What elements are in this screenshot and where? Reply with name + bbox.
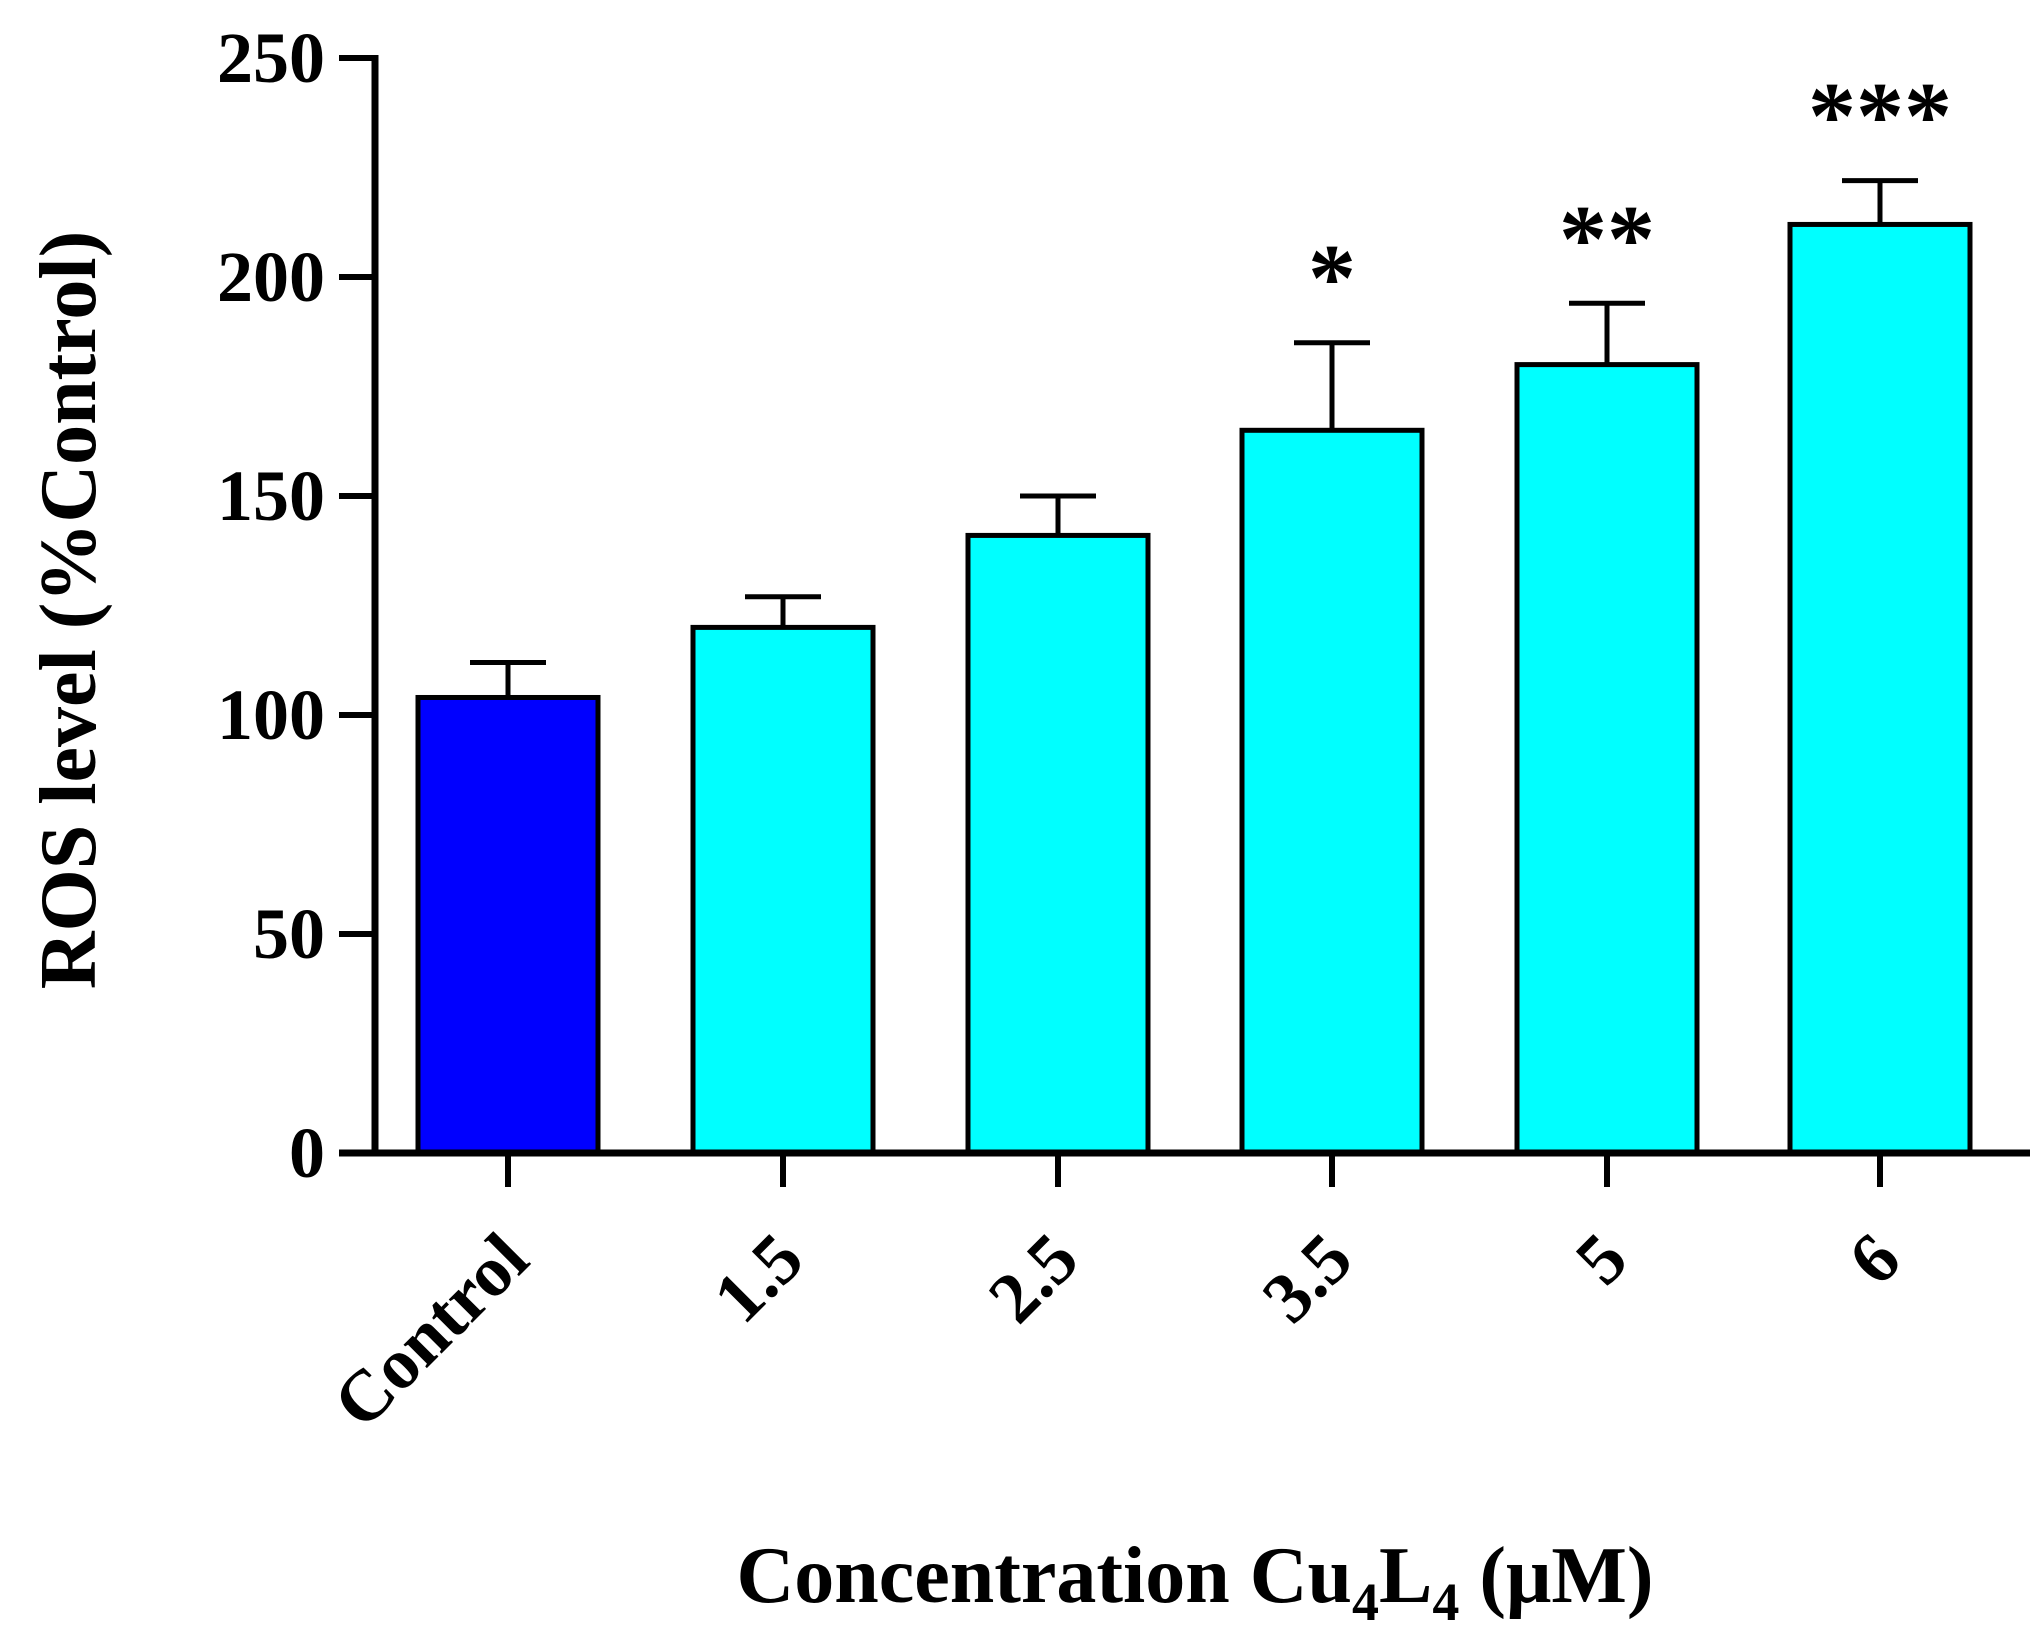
error-bars-layer — [470, 178, 1918, 698]
x-axis-title: Concentration Cu4L4 (μM) — [736, 1532, 1653, 1632]
bar — [1239, 427, 1425, 1156]
significance-marker: * — [1308, 225, 1356, 332]
x-tick-label: 2.5 — [973, 1218, 1093, 1338]
bars-layer — [415, 221, 1973, 1156]
x-axis-title-main: Concentration Cu — [736, 1532, 1352, 1620]
significance-marker: ** — [1559, 185, 1655, 292]
y-tick-label: 250 — [217, 18, 325, 98]
y-tick-label: 50 — [253, 894, 325, 974]
x-tick-label: Control — [318, 1218, 543, 1443]
x-tick-label: 6 — [1833, 1218, 1915, 1300]
x-tick-label: 1.5 — [698, 1218, 818, 1338]
y-tick-label: 200 — [217, 237, 325, 317]
x-axis-title-tail: (μM) — [1459, 1532, 1653, 1620]
bar — [1514, 362, 1700, 1156]
y-tick-label: 100 — [217, 675, 325, 755]
bar — [690, 624, 876, 1156]
x-axis-title-sub2: 4 — [1432, 1572, 1459, 1632]
bar — [415, 694, 601, 1156]
significance-marker: *** — [1808, 63, 1952, 170]
bar — [965, 532, 1151, 1156]
x-tick-label: 3.5 — [1247, 1218, 1367, 1338]
y-tick-label: 150 — [217, 456, 325, 536]
y-tick-label: 0 — [289, 1113, 325, 1193]
x-tick-label: 5 — [1560, 1218, 1642, 1300]
axes-layer — [339, 55, 2030, 1187]
x-axis-title-sub1: 4 — [1352, 1572, 1379, 1632]
significance-layer: * ***** — [1308, 63, 1952, 332]
bar — [1787, 221, 1973, 1156]
y-axis-title: ROS level (%Control) — [25, 231, 113, 989]
x-axis-title-mid: L — [1379, 1532, 1432, 1620]
